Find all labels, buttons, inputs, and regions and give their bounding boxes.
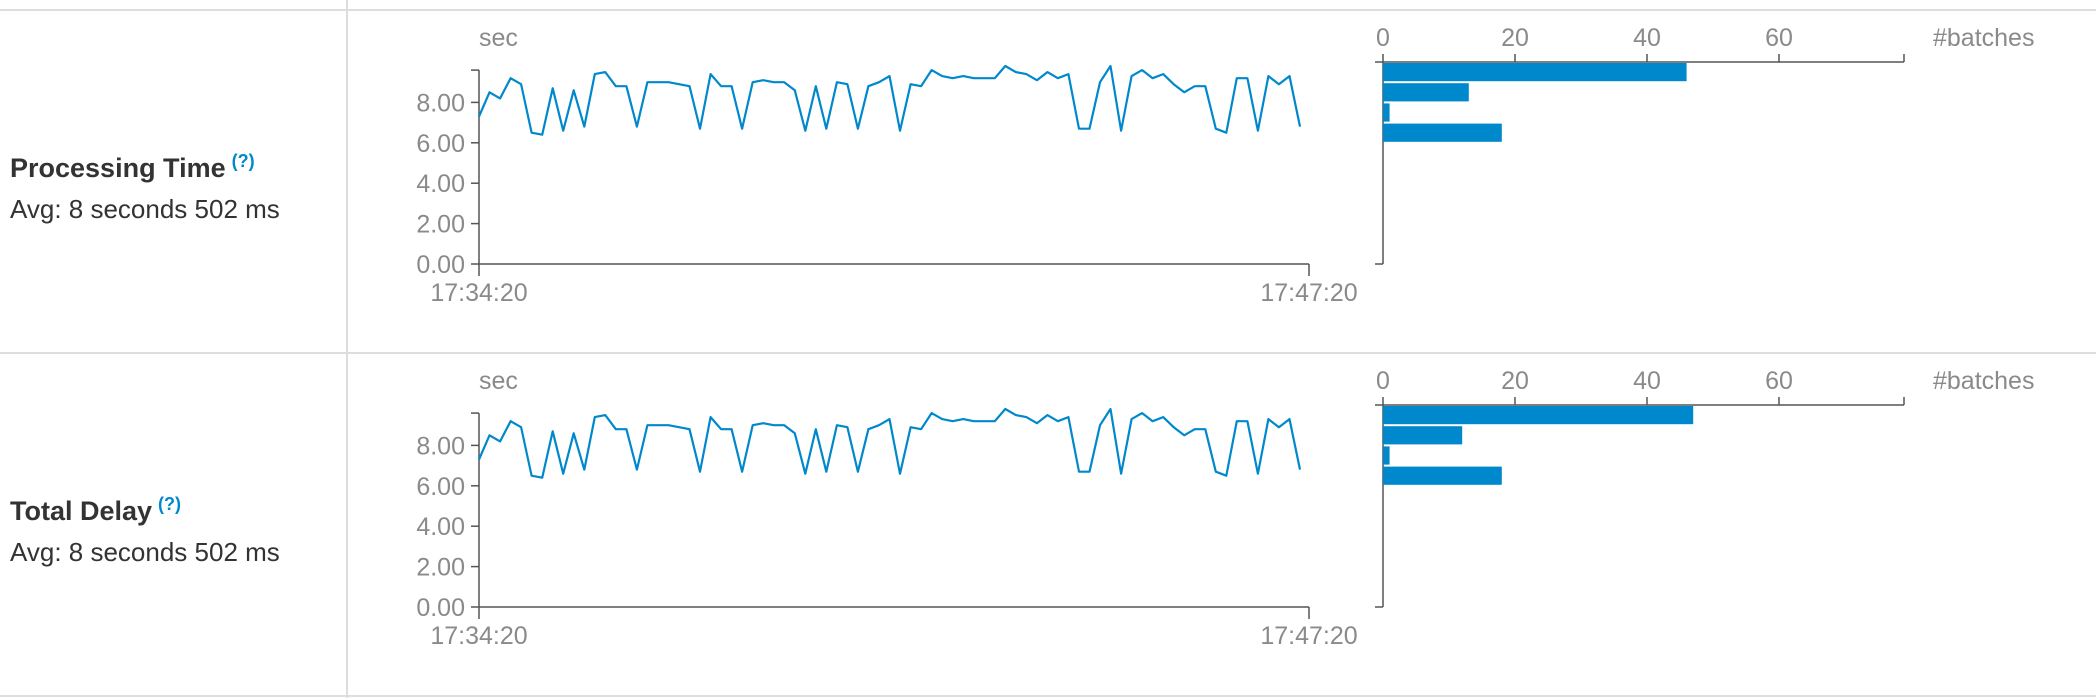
column-divider [346,0,348,698]
y-tick-label: 4.00 [416,170,465,198]
metric-row-total-delay: Total Delay (?) Avg: 8 seconds 502 ms sec… [0,354,2096,698]
series-line [477,64,1302,136]
y-tick-label: 6.00 [416,130,465,158]
hist-x-tick-label: 0 [1376,367,1390,395]
hist-x-tick-label: 20 [1501,24,1529,52]
metric-average: Avg: 8 seconds 502 ms [10,194,280,224]
metric-name-text: Total Delay [10,496,153,526]
y-axis-label: sec [479,24,518,52]
metric-name: Processing Time (?) [10,151,280,184]
histogram-bar [1383,83,1469,102]
metric-average: Avg: 8 seconds 502 ms [10,537,280,567]
timeline-chart: sec 0.00 2.00 4.00 6.00 8.00 17:34:20 17:47:20 [416,24,1357,307]
histogram-bar [1383,406,1694,425]
histogram-bar [1383,446,1390,465]
histogram-bar [1383,123,1502,142]
metric-name: Total Delay (?) [10,494,280,527]
histogram-bar [1383,426,1463,445]
y-tick-label: 8.00 [416,432,465,460]
y-tick-label: 4.00 [416,513,465,541]
x-tick-label: 17:47:20 [1260,622,1357,650]
histogram-chart: 0 20 40 60 #batches [1375,24,2034,265]
help-icon[interactable]: (?) [231,151,255,171]
hist-x-tick-label: 40 [1633,24,1661,52]
x-tick-label: 17:47:20 [1260,279,1357,307]
y-tick-label: 6.00 [416,473,465,501]
histogram-bar [1383,103,1390,122]
y-tick-label: 8.00 [416,89,465,117]
hist-x-tick-label: 40 [1633,367,1661,395]
metric-label-cell: Processing Time (?) Avg: 8 seconds 502 ms [10,151,280,225]
hist-x-tick-label: 0 [1376,24,1390,52]
y-tick-label: 2.00 [416,211,465,239]
metric-name-text: Processing Time [10,153,226,183]
metric-label-cell: Total Delay (?) Avg: 8 seconds 502 ms [10,494,280,568]
hist-x-tick-label: 20 [1501,367,1529,395]
table-border-middle [0,352,2096,354]
table-border-top [0,9,2096,11]
y-tick-label: 0.00 [416,594,465,622]
histogram-bar [1383,466,1502,485]
metric-row-processing-time: Processing Time (?) Avg: 8 seconds 502 ms… [0,11,2096,355]
series-line [477,407,1302,479]
y-tick-label: 2.00 [416,554,465,582]
help-icon[interactable]: (?) [158,494,182,514]
x-tick-label: 17:34:20 [430,622,527,650]
y-tick-label: 0.00 [416,251,465,279]
hist-x-tick-label: 60 [1765,24,1793,52]
hist-x-axis-label: #batches [1933,367,2034,395]
table-border-bottom [0,695,2096,697]
histogram-chart: 0 20 40 60 #batches [1375,367,2034,608]
hist-x-axis-label: #batches [1933,24,2034,52]
y-axis-label: sec [479,367,518,395]
histogram-bar [1383,63,1687,82]
x-tick-label: 17:34:20 [430,279,527,307]
hist-x-tick-label: 60 [1765,367,1793,395]
timeline-chart: sec 0.00 2.00 4.00 6.00 8.00 17:34:20 17:47:20 [416,367,1357,650]
